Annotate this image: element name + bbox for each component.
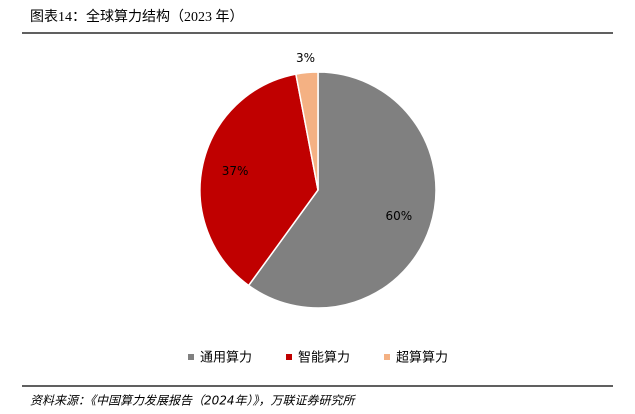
legend-marker xyxy=(286,354,292,360)
source-note: 资料来源：《中国算力发展报告（2024年）》，万联证券研究所 xyxy=(30,394,357,408)
legend-label: 通用算力 xyxy=(200,351,252,366)
legend-marker xyxy=(384,354,390,360)
pie-slice xyxy=(295,71,319,191)
data-label: 60% xyxy=(385,209,412,223)
pie-slice xyxy=(247,71,437,309)
chart-title: 图表14：全球算力结构（2023 年） xyxy=(30,8,244,25)
legend-marker xyxy=(188,354,194,360)
legend-label: 智能算力 xyxy=(298,351,350,366)
legend-label: 超算算力 xyxy=(396,351,448,366)
data-label: 3% xyxy=(296,51,315,65)
data-label: 37% xyxy=(222,164,249,178)
pie-slice xyxy=(199,73,319,287)
